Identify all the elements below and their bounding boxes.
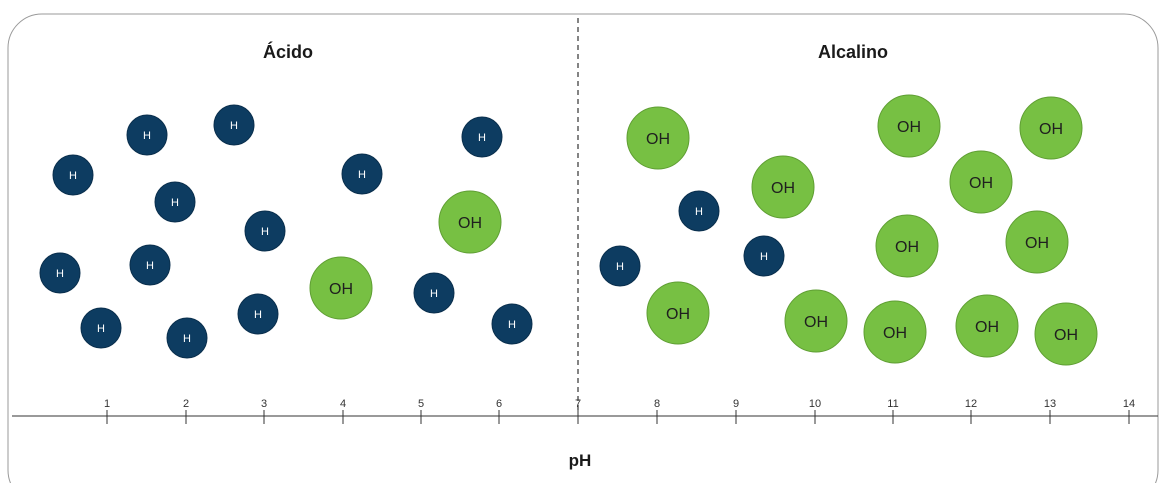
svg-text:OH: OH xyxy=(666,306,690,323)
tick-label-7: 7 xyxy=(575,398,581,410)
tick-label-3: 3 xyxy=(261,398,267,410)
svg-text:H: H xyxy=(695,206,703,218)
frame xyxy=(7,13,1159,488)
particles: H H H H H H H H H H H H H H H H H OH OH OH OH OH OH OH OH OH OH OH O… xyxy=(39,94,1098,366)
oh-ion: OH xyxy=(438,190,502,254)
tick-label-12: 12 xyxy=(965,398,977,410)
svg-text:OH: OH xyxy=(975,319,999,336)
h-ion: H xyxy=(244,210,286,252)
svg-text:H: H xyxy=(760,251,768,263)
svg-text:OH: OH xyxy=(1054,327,1078,344)
svg-text:OH: OH xyxy=(1039,121,1063,138)
ph-axis-ticks: 1 2 3 4 5 6 7 8 9 10 11 12 13 14 xyxy=(104,398,1135,424)
svg-text:OH: OH xyxy=(646,131,670,148)
acid-title: Ácido xyxy=(263,41,313,62)
h-ion: H xyxy=(491,303,533,345)
svg-text:H: H xyxy=(230,120,238,132)
alkaline-title: Alcalino xyxy=(818,42,888,62)
tick-label-1: 1 xyxy=(104,398,110,410)
oh-ion: OH xyxy=(955,294,1019,358)
svg-text:H: H xyxy=(143,130,151,142)
tick-label-8: 8 xyxy=(654,398,660,410)
svg-text:H: H xyxy=(69,170,77,182)
svg-text:OH: OH xyxy=(897,119,921,136)
tick-label-13: 13 xyxy=(1044,398,1056,410)
oh-ion: OH xyxy=(877,94,941,158)
h-ion: H xyxy=(154,181,196,223)
tick-label-6: 6 xyxy=(496,398,502,410)
svg-text:H: H xyxy=(261,226,269,238)
svg-text:H: H xyxy=(430,288,438,300)
svg-text:H: H xyxy=(56,268,64,280)
oh-ion: OH xyxy=(751,155,815,219)
tick-label-2: 2 xyxy=(183,398,189,410)
ph-axis-title: pH xyxy=(569,451,592,470)
h-ion: H xyxy=(129,244,171,286)
tick-label-10: 10 xyxy=(809,398,821,410)
h-ion: H xyxy=(213,104,255,146)
oh-ion: OH xyxy=(863,300,927,364)
tick-label-14: 14 xyxy=(1123,398,1135,410)
svg-text:H: H xyxy=(183,333,191,345)
oh-ion: OH xyxy=(1005,210,1069,274)
svg-text:OH: OH xyxy=(883,325,907,342)
oh-ion: OH xyxy=(949,150,1013,214)
svg-text:OH: OH xyxy=(895,239,919,256)
svg-text:H: H xyxy=(254,309,262,321)
h-ion: H xyxy=(52,154,94,196)
svg-text:OH: OH xyxy=(969,175,993,192)
oh-ion: OH xyxy=(309,256,373,320)
oh-ion: OH xyxy=(1019,96,1083,160)
svg-text:OH: OH xyxy=(1025,235,1049,252)
svg-text:H: H xyxy=(478,132,486,144)
h-ion: H xyxy=(413,272,455,314)
svg-text:OH: OH xyxy=(771,180,795,197)
svg-text:OH: OH xyxy=(458,215,482,232)
h-ion: H xyxy=(599,245,641,287)
h-ion: H xyxy=(39,252,81,294)
tick-label-5: 5 xyxy=(418,398,424,410)
svg-text:OH: OH xyxy=(804,314,828,331)
svg-text:H: H xyxy=(616,261,624,273)
oh-ion: OH xyxy=(875,214,939,278)
svg-text:H: H xyxy=(508,319,516,331)
h-ion: H xyxy=(743,235,785,277)
h-ion: H xyxy=(341,153,383,195)
h-ion: H xyxy=(461,116,503,158)
h-ion: H xyxy=(80,307,122,349)
h-ion: H xyxy=(126,114,168,156)
svg-text:H: H xyxy=(171,197,179,209)
tick-label-11: 11 xyxy=(887,398,898,410)
svg-text:OH: OH xyxy=(329,281,353,298)
oh-ion: OH xyxy=(626,106,690,170)
oh-ion: OH xyxy=(646,281,710,345)
svg-text:H: H xyxy=(146,260,154,272)
h-ion: H xyxy=(678,190,720,232)
tick-label-9: 9 xyxy=(733,398,739,410)
oh-ion: OH xyxy=(1034,302,1098,366)
svg-text:H: H xyxy=(358,169,366,181)
h-ion: H xyxy=(237,293,279,335)
oh-ion: OH xyxy=(784,289,848,353)
h-ion: H xyxy=(166,317,208,359)
svg-text:H: H xyxy=(97,323,105,335)
tick-label-4: 4 xyxy=(340,398,346,410)
